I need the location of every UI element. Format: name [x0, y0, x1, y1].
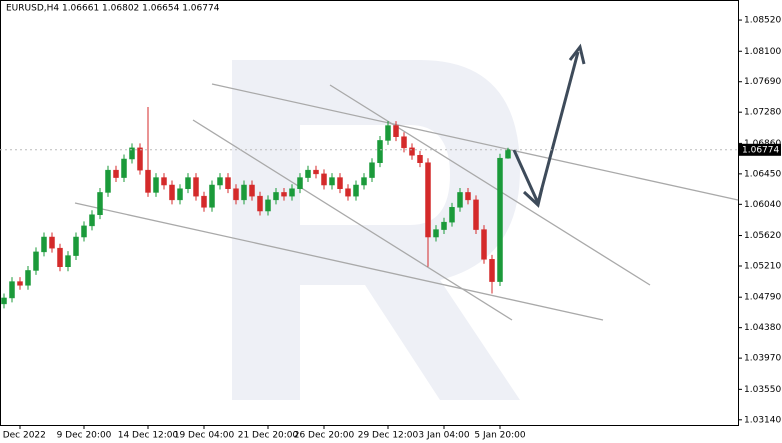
y-tick-label: 1.03970 — [744, 354, 781, 364]
x-tick-label: 9 Dec 20:00 — [57, 431, 112, 441]
x-tick-label: 3 Jan 04:00 — [418, 431, 470, 441]
trend-line — [74, 202, 604, 321]
trend-line — [211, 83, 739, 201]
x-tick-label: 7 Dec 2022 — [0, 431, 46, 441]
y-tick-label: 1.07690 — [744, 77, 781, 87]
y-tick-label: 1.05620 — [744, 231, 781, 241]
watermark — [232, 60, 520, 400]
trend-line — [192, 119, 513, 321]
chart-title: EURUSD,H4 1.06661 1.06802 1.06654 1.0677… — [6, 4, 220, 14]
price-label: 1.06774 — [742, 145, 779, 155]
y-tick-label: 1.07280 — [744, 108, 781, 118]
trend-line — [329, 84, 651, 286]
y-tick-label: 1.06450 — [744, 169, 781, 179]
y-tick-label: 1.03550 — [744, 385, 781, 395]
x-tick-label: 5 Jan 20:00 — [474, 431, 526, 441]
x-tick-label: 29 Dec 12:00 — [358, 431, 419, 441]
y-tick-label: 1.08100 — [744, 47, 781, 57]
y-tick-label: 1.08520 — [744, 16, 781, 26]
y-tick-label: 1.05210 — [744, 261, 781, 271]
x-tick-label: 19 Dec 04:00 — [174, 431, 235, 441]
y-tick-label: 1.06040 — [744, 200, 781, 210]
price-label-box — [739, 143, 781, 156]
x-tick-label: 21 Dec 20:00 — [238, 431, 299, 441]
y-tick-label: 1.04380 — [744, 323, 781, 333]
x-tick-label: 26 Dec 20:00 — [294, 431, 355, 441]
x-tick-label: 14 Dec 12:00 — [118, 431, 179, 441]
y-tick-label: 1.03140 — [744, 415, 781, 425]
forecast-arrow — [512, 43, 586, 208]
y-tick-label: 1.04790 — [744, 293, 781, 303]
